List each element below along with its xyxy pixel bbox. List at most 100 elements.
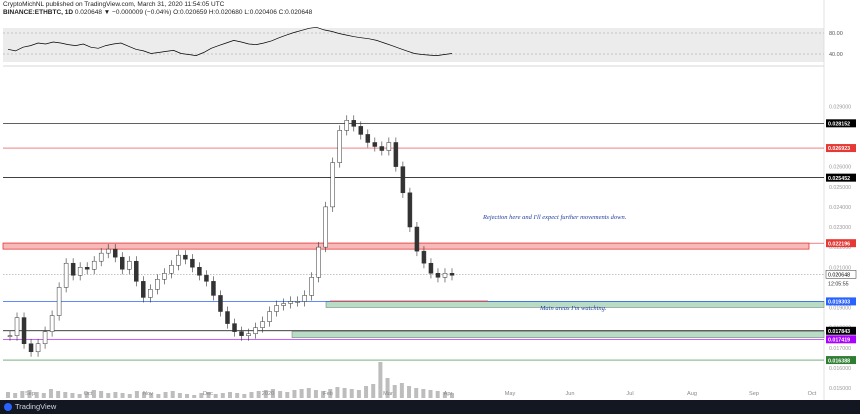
level-label-box — [826, 119, 856, 128]
volume-bar — [385, 378, 390, 398]
volume-bar — [34, 392, 39, 398]
candle-down — [372, 142, 378, 147]
candle-up — [105, 248, 111, 254]
volume-bar — [342, 388, 347, 398]
candle-up — [127, 260, 132, 270]
volume-bar — [450, 393, 454, 398]
candle-up — [253, 327, 258, 334]
level-label-box — [826, 335, 856, 344]
level-label: 0.016388 — [828, 358, 850, 364]
candle-down — [141, 281, 146, 298]
volume-bar — [149, 393, 154, 398]
volume-bar — [364, 386, 369, 398]
x-axis-label: Feb — [323, 391, 333, 397]
volume-bar — [242, 394, 247, 398]
volume-bar — [356, 390, 361, 398]
candle-up — [309, 277, 314, 296]
rsi-band — [3, 28, 824, 62]
volume-bar — [48, 389, 53, 398]
volume-bar — [306, 388, 311, 398]
candle-down — [112, 248, 118, 258]
volume-bar — [56, 391, 61, 398]
x-axis-label: Jun — [565, 391, 574, 397]
x-axis-label: Aug — [687, 391, 697, 397]
main-areas-annotation: Main areas I'm watching. — [540, 305, 607, 312]
rejection-annotation: Rejection here and I'll expect further m… — [483, 214, 627, 221]
candle-up — [281, 303, 286, 306]
footer-bar: TradingView — [0, 400, 860, 414]
volume-bar — [13, 393, 18, 398]
price-tick-label: 0.019000 — [829, 306, 851, 312]
volume-bar — [134, 391, 139, 398]
candle-up — [295, 301, 300, 303]
candle-down — [183, 254, 188, 260]
volume-bar — [41, 393, 46, 398]
volume-bar — [292, 390, 297, 398]
candle-down — [211, 281, 216, 296]
candle-up — [267, 311, 272, 322]
price-tick-label: 0.016000 — [829, 366, 851, 372]
volume-bar — [399, 383, 404, 398]
footer-brand[interactable]: TradingView — [15, 402, 57, 411]
rsi-line — [7, 26, 453, 56]
candle-down — [358, 126, 364, 135]
x-axis-label: Oct — [808, 391, 817, 397]
candle-down — [134, 260, 139, 282]
price-tick-label: 0.023000 — [829, 225, 851, 231]
candle-down — [407, 192, 413, 228]
volume-bar — [392, 385, 397, 398]
volume-bar — [313, 390, 318, 398]
level-label-box — [826, 297, 856, 306]
candle-down — [428, 262, 434, 274]
candle-down — [70, 262, 76, 276]
volume-bar — [177, 393, 182, 398]
rsi-level-label: 40.00 — [829, 52, 843, 58]
rsi-level-label: 80.00 — [829, 31, 843, 37]
candle-up — [176, 254, 181, 266]
volume-bar — [27, 390, 32, 398]
candle-down — [449, 273, 455, 276]
volume-bar — [185, 394, 190, 398]
candle-up — [260, 321, 265, 328]
volume-bar — [263, 390, 268, 398]
price-tick-label: 0.024000 — [829, 205, 851, 211]
candle-up — [337, 130, 342, 163]
level-label-box — [826, 173, 856, 182]
ohlc-values: O:0.020659 H:0.020680 L:0.020406 C:0.020… — [173, 9, 313, 16]
candle-down — [421, 250, 427, 264]
candle-up — [442, 273, 448, 278]
candle-up — [42, 331, 48, 344]
candle-down — [351, 120, 357, 127]
volume-bar — [192, 395, 197, 398]
candle-down — [225, 311, 230, 324]
candle-down — [435, 273, 441, 278]
candle-up — [7, 335, 13, 337]
price-tick-label: 0.025000 — [829, 185, 851, 191]
level-label-box — [826, 356, 856, 365]
volume-bar — [156, 394, 161, 398]
x-axis-label: Jul — [626, 391, 633, 397]
level-label-box — [826, 239, 856, 248]
volume-bar — [270, 389, 275, 398]
x-axis-label: Sep — [25, 391, 35, 397]
price-tick-label: 0.029000 — [829, 104, 851, 110]
volume-bar — [142, 392, 147, 398]
volume-bar — [20, 391, 25, 398]
level-label: 0.019303 — [828, 300, 850, 306]
candle-up — [162, 273, 167, 280]
price-tick-label: 0.021000 — [829, 265, 851, 271]
volume-bar — [285, 392, 290, 398]
symbol-label[interactable]: BINANCE:ETHBTC, 1D — [3, 9, 74, 16]
candle-down — [365, 134, 371, 143]
x-axis-label: May — [505, 391, 516, 397]
candle-up — [63, 262, 69, 288]
candle-up — [169, 264, 174, 274]
volume-bar — [91, 390, 96, 398]
volume-bar — [335, 387, 340, 398]
candle-down — [239, 331, 244, 336]
candle-down — [393, 142, 399, 167]
x-axis-label: Oct — [84, 391, 93, 397]
x-axis-label: 2020 — [262, 391, 274, 397]
